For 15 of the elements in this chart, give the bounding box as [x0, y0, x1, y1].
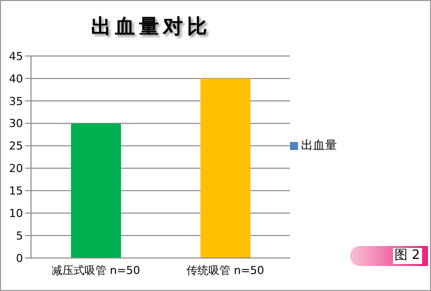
y-tick-label: 20 [9, 162, 23, 176]
y-tick-label: 5 [16, 229, 23, 242]
y-tick-label: 15 [9, 184, 23, 198]
y-tick-label: 40 [9, 72, 23, 86]
y-tick-label: 35 [9, 94, 23, 108]
x-tick-label: 传统吸管 n=50 [186, 264, 264, 277]
y-tick-label: 45 [9, 50, 23, 63]
x-tick-label: 减压式吸管 n=50 [51, 264, 140, 277]
y-tick-label: 10 [9, 207, 23, 220]
caption: 图 2 [392, 248, 422, 264]
y-tick-label: 30 [9, 117, 23, 130]
chart-title: 出血量对比 [90, 13, 212, 40]
y-tick-label: 25 [9, 140, 23, 153]
text: 出血量 [301, 137, 337, 154]
y-tick-label: 0 [16, 252, 23, 265]
